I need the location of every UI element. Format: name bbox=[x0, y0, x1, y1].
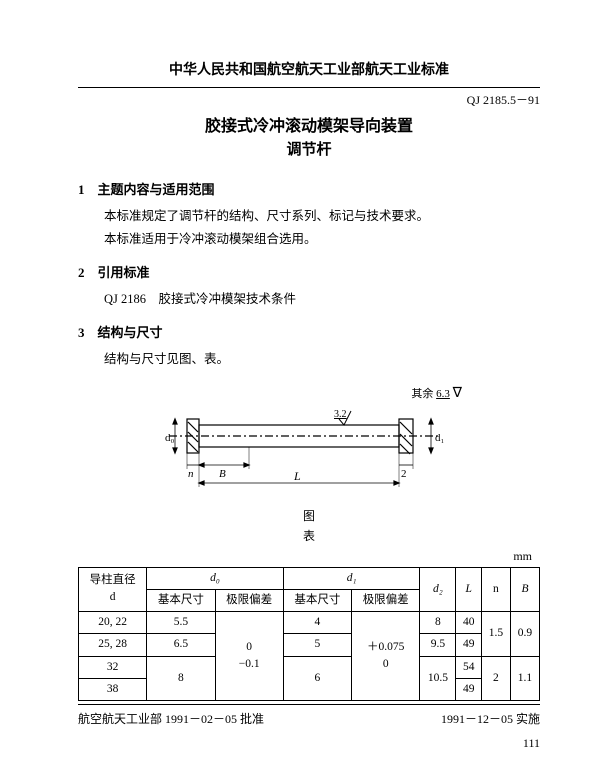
header-org: 中华人民共和国航空航天工业部航天工业标准 bbox=[78, 60, 540, 81]
svg-text:d₀: d₀ bbox=[165, 432, 175, 444]
section-3-heading: 3 结构与尺寸 bbox=[78, 323, 540, 343]
title-line-2: 调节杆 bbox=[78, 139, 540, 162]
table-unit: mm bbox=[78, 547, 532, 565]
footer-approve: 航空航天工业部 1991－02－05 批准 bbox=[78, 710, 264, 728]
svg-text:3.2: 3.2 bbox=[334, 409, 347, 420]
section-2-heading: 2 引用标准 bbox=[78, 263, 540, 283]
svg-text:B: B bbox=[219, 468, 226, 480]
svg-text:n: n bbox=[188, 468, 194, 480]
table-caption: 表 bbox=[78, 527, 540, 545]
footer: 航空航天工业部 1991－02－05 批准 1991－12－05 实施 bbox=[78, 704, 540, 728]
page-number: 111 bbox=[523, 734, 540, 752]
svg-text:d₁: d₁ bbox=[435, 432, 445, 444]
svg-text:2: 2 bbox=[401, 468, 407, 480]
dimension-table: 导柱直径 d d₀ d₁ d₂ L n B 基本尺寸 极限偏差 基本尺寸 极限偏… bbox=[78, 567, 540, 702]
table-row: 25, 28 6.5 5 9.5 49 bbox=[79, 634, 540, 656]
section-3-para-1: 结构与尺寸见图、表。 bbox=[104, 350, 540, 369]
section-1-para-2: 本标准适用于冷冲滚动模架组合选用。 bbox=[104, 230, 540, 249]
section-1-heading: 1 主题内容与适用范围 bbox=[78, 180, 540, 200]
title-line-1: 胶接式冷冲滚动模架导向装置 bbox=[78, 115, 540, 139]
section-1-para-1: 本标准规定了调节杆的结构、尺寸系列、标记与技术要求。 bbox=[104, 207, 540, 226]
footer-implement: 1991－12－05 实施 bbox=[441, 710, 540, 728]
table-header-row-1: 导柱直径 d d₀ d₁ d₂ L n B bbox=[79, 567, 540, 589]
figure-caption: 图 bbox=[78, 507, 540, 525]
section-2-para-1: QJ 2186 胶接式冷冲模架技术条件 bbox=[104, 290, 540, 309]
figure: 其余 6.3 ∇ 3.2 d₀ bbox=[78, 387, 540, 503]
header-rule bbox=[78, 87, 540, 88]
svg-text:L: L bbox=[293, 469, 301, 483]
standard-code: QJ 2185.5－91 bbox=[78, 91, 540, 109]
table-row: 32 8 6 10.5 54 2 1.1 bbox=[79, 656, 540, 678]
table-row: 20, 22 5.5 0 −0.1 4 ＋0.075 0 8 40 1.5 0.… bbox=[79, 612, 540, 634]
